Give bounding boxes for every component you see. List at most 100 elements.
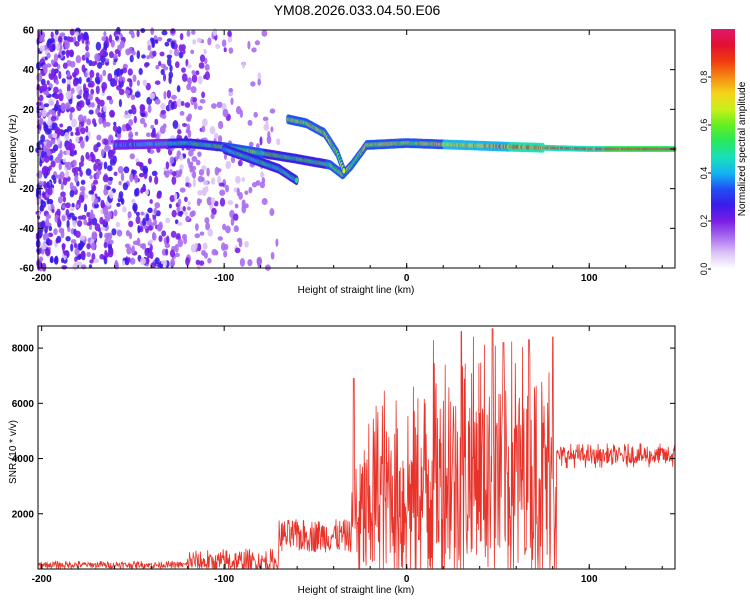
spectrogram-cell [48,133,54,139]
spectrogram-cell [86,243,91,250]
spectrogram-cell [201,125,206,133]
spectrogram-cell [78,100,85,109]
spectrogram-cell [57,35,63,44]
spectrogram-cell [70,149,74,157]
spectrogram-cell [197,105,203,111]
spectrogram-cell [197,175,204,183]
spectrogram-cell [270,126,274,133]
spectrogram-cell [185,182,189,187]
spectrogram-cell [166,54,173,59]
spectrogram-cell [57,109,61,117]
spectrogram-cell [245,203,249,209]
spectrogram-cell [186,115,190,122]
spectrogram-cell [61,78,66,84]
spectrogram-cell [66,83,71,93]
spectrogram-cell [192,39,197,45]
spectrogram-cell [54,105,59,112]
spectrogram-cell [86,118,92,126]
spectrogram-cell [65,236,71,242]
spectrogram-cell [79,235,86,241]
spectrogram-cell [257,72,262,81]
spectrogram-cell [227,36,233,43]
spectrogram-cell [56,137,61,145]
spectrogram-cell [223,243,229,251]
spectrogram-cell [85,45,89,52]
spectrogram-cell [42,165,49,173]
spectrogram-cell [39,45,46,52]
spectrogram-cell [230,217,235,227]
spectrogram-cell [218,182,225,187]
spectrogram-cell [166,89,172,99]
spectrogram-cell [44,144,51,154]
spectrogram-cell [117,165,124,174]
spectrogram-y-axis: -60 -40 -20 0 20 40 60 [20,26,675,275]
spectrogram-cell [80,214,87,220]
spectrogram-cell [50,59,55,65]
spectrogram-cell [219,197,226,207]
colorbar: 0.0 0.2 0.4 0.6 0.8 Normalized spectral ampl… [699,29,748,275]
spectrogram-cell [146,55,150,60]
spectrogram-cell [144,248,148,256]
spectrogram-cell [103,105,107,112]
spectrogram-cell [85,125,89,133]
spectrogram-cell [113,209,118,217]
spectrogram-cell [101,36,107,42]
spectrogram-cell [266,135,272,144]
spectrogram-cell [128,119,134,126]
spectrogram-cell [89,259,94,264]
spectrogram-cell [149,92,156,100]
spectrogram-cell [255,143,260,149]
spectrogram-cell [269,208,275,217]
spectrogram-cell [233,225,239,233]
spectrogram-cell [106,185,111,191]
spectrogram-cell [71,185,77,192]
spectrogram-cell [127,68,133,76]
spectrogram-cell [207,37,212,46]
spectrogram-cell [48,165,52,171]
spectrogram-cell [60,32,66,38]
spectrogram-cell [165,161,170,170]
spectrogram-cell [65,170,70,178]
spectrogram-cell [221,39,227,47]
spectrogram-cell [42,109,47,117]
spectrogram-cell [113,69,120,78]
spectrogram-cell [52,43,56,51]
spectrogram-cell [159,125,166,135]
spectrogram-cell [94,53,100,62]
spectrogram-cell [108,51,114,59]
spectrogram-cell [158,221,163,231]
spectrogram-cell [171,94,177,100]
spectrogram-cell [186,157,191,165]
spectrogram-cell [247,259,253,267]
spectrogram-cell [127,257,131,263]
snr-ylabel: SNR (10 * v/v) [8,420,19,484]
spectrogram-cell [187,200,191,206]
spectrogram-cell [182,122,188,128]
spectrogram-cell [194,242,198,250]
spectrogram-cell [223,153,228,160]
spectrogram-cell [85,168,92,176]
spectrogram-cell [80,264,87,270]
spectrogram-cell [99,253,105,260]
spectrogram-cell [102,206,109,215]
spectrogram-cell [78,76,82,85]
spectrogram-cell [105,145,112,150]
spectrogram-cell [176,98,183,108]
spectrogram-cell [75,230,81,238]
spectrogram-cell [204,217,210,224]
spectrogram-cell [120,68,124,75]
spectrogram-cell [46,119,53,126]
spectrogram-cell [125,229,130,237]
spectrogram-cell [154,202,161,209]
spectrogram-cell [254,40,261,46]
spectrogram-cell [53,86,59,94]
spectrogram-cell [85,135,89,142]
spectrogram-cell [95,78,101,85]
spectrogram-cell [114,260,119,268]
spectrogram-cell [127,211,132,219]
spectrogram-cell [201,91,206,99]
spectrogram-cell [80,179,86,185]
spectrogram-cell [62,177,68,186]
spectrogram-cell [191,74,198,83]
spectrogram-cell [63,251,69,256]
